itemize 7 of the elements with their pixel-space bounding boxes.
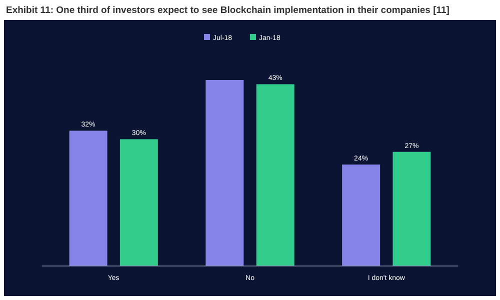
- bar: [256, 84, 294, 266]
- bar: [342, 164, 380, 266]
- bar: [392, 152, 431, 266]
- bar: [206, 80, 244, 266]
- chart-title: Exhibit 11: One third of investors expect to see Blockchain implementation in their companies [11]: [6, 5, 450, 16]
- bar: [120, 139, 158, 266]
- bar: [69, 130, 108, 266]
